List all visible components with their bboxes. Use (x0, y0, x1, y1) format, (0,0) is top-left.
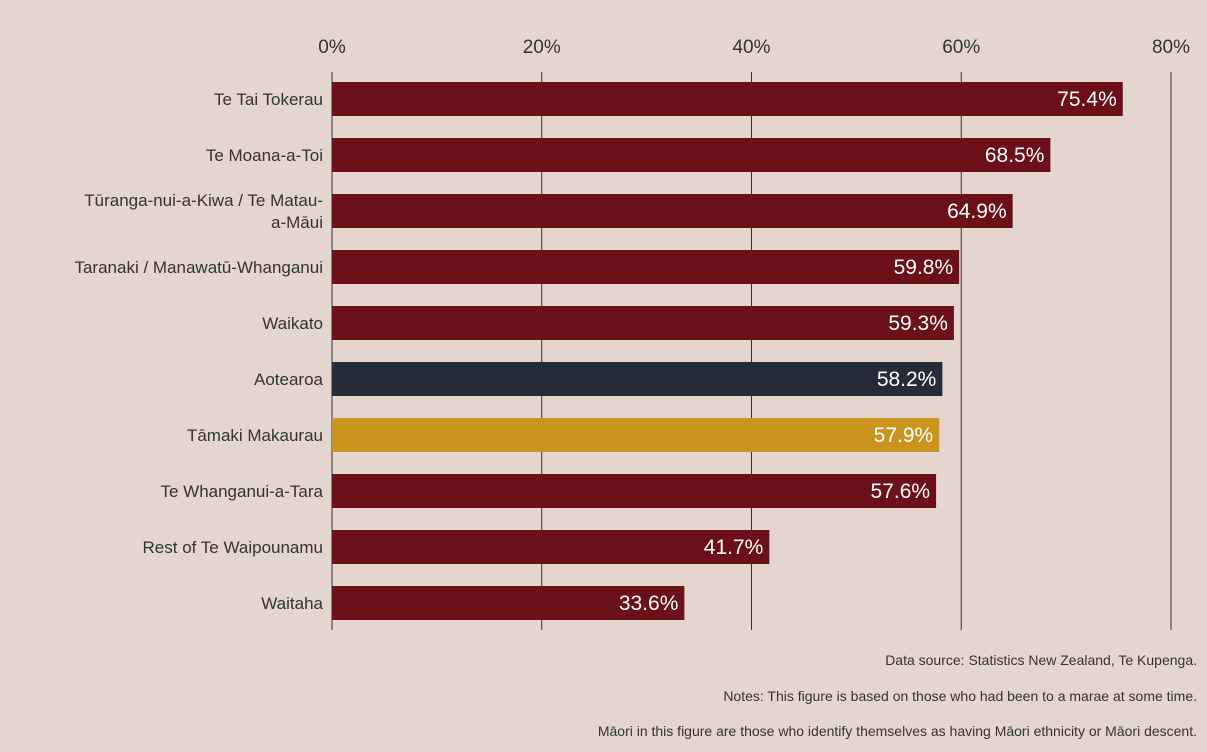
bar (332, 138, 1051, 172)
category-label: Tāmaki Makaurau (187, 426, 323, 445)
category-label: Tūranga-nui-a-Kiwa / Te Matau- (84, 191, 323, 210)
data-source-note: Data source: Statistics New Zealand, Te … (885, 652, 1197, 668)
bar (332, 530, 770, 564)
bar-value-label: 68.5% (985, 144, 1045, 167)
category-label: a-Māui (271, 213, 323, 232)
category-label: Taranaki / Manawatū-Whanganui (74, 258, 323, 277)
category-label: Waitaha (261, 594, 323, 613)
x-tick-label: 80% (1152, 37, 1190, 58)
category-label: Te Moana-a-Toi (206, 146, 323, 165)
x-tick-label: 40% (732, 37, 770, 58)
category-label: Waikato (262, 314, 323, 333)
bar-value-label: 75.4% (1057, 88, 1117, 111)
bar-chart: 0% 20% 40% 60% 80% 75.4% Te Tai Tokerau 68.5% Te… (74, 37, 1190, 630)
bar (332, 362, 943, 396)
bar-value-label: 33.6% (619, 592, 679, 615)
bar-value-label: 59.8% (894, 256, 954, 279)
x-tick-label: 60% (942, 37, 980, 58)
notes-line-2: Māori in this figure are those who ident… (597, 723, 1197, 739)
bar-value-label: 58.2% (877, 368, 937, 391)
bar-value-label: 57.6% (871, 480, 931, 503)
category-label: Te Whanganui-a-Tara (160, 482, 323, 501)
bar (332, 474, 937, 508)
notes-line-1: Notes: This figure is based on those who… (723, 688, 1197, 704)
bar-value-label: 64.9% (947, 200, 1007, 223)
x-tick-label: 20% (523, 37, 561, 58)
bar (332, 306, 954, 340)
bar-value-label: 57.9% (874, 424, 934, 447)
bar (332, 82, 1123, 116)
category-label: Aotearoa (254, 370, 324, 389)
bar-value-label: 41.7% (704, 536, 764, 559)
bar-value-label: 59.3% (888, 312, 948, 335)
x-tick-label: 0% (318, 37, 346, 58)
bar (332, 418, 940, 452)
category-label: Te Tai Tokerau (214, 90, 323, 109)
bar (332, 194, 1013, 228)
category-label: Rest of Te Waipounamu (143, 538, 323, 557)
bar (332, 586, 685, 620)
bar (332, 250, 960, 284)
